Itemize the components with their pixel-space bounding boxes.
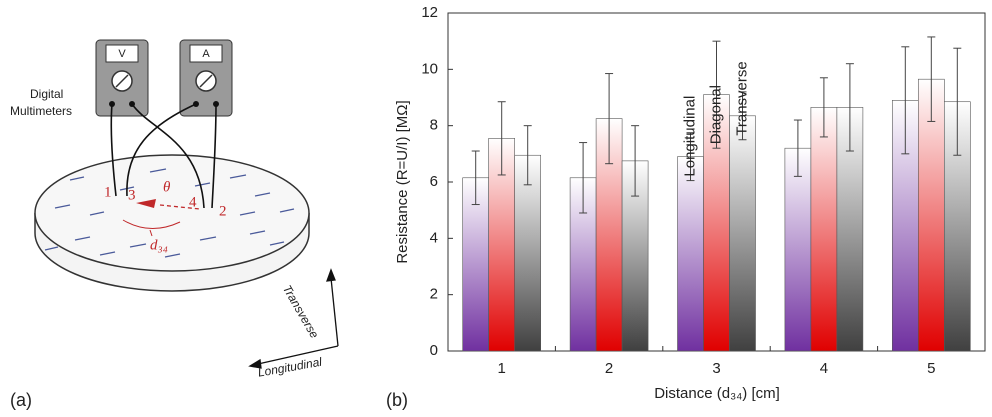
error-bar [738,91,747,141]
distance-label: d₃₄ [150,237,168,253]
bar [917,78,945,352]
y-tick-label: 0 [430,342,438,359]
dial-needle [115,74,129,88]
bar [462,177,490,352]
error-bar [579,142,588,214]
x-tick-label: 1 [498,360,506,377]
error-bar [845,63,854,152]
error-bar [901,46,910,155]
series-label: Longitudinal [681,96,698,177]
panel-label: (b) [386,390,408,410]
point-label: 1 [104,184,112,200]
y-axis-label: Resistance (R=U/I) [MΩ] [394,100,411,263]
error-bar [953,47,962,156]
bar [784,147,812,352]
error-bar [631,125,640,197]
y-tick-label: 6 [430,173,438,190]
angle-label: θ [163,179,171,195]
fibers [44,168,295,258]
angle-arrow [136,199,156,208]
bar [514,154,542,352]
panel-label: (a) [10,390,32,410]
y-tick-label: 2 [430,286,438,303]
meter-symbol: V [118,48,126,60]
point-label: 3 [128,187,136,203]
wires [110,103,217,209]
error-bar [793,119,802,177]
dial-needle [199,74,213,88]
bar-chart: (b) Distance (d₃₄) [cm] Resistance (R=U/… [386,100,780,409]
meter-label: Multimeters [10,104,72,118]
axes-arrows [248,268,339,369]
error-bar [819,77,828,138]
meter-symbol: A [202,48,210,60]
point-label: 4 [189,194,197,210]
error-bar [605,73,614,165]
y-tick-label: 8 [430,117,438,134]
bar [677,156,704,352]
meter-display [105,44,139,63]
series-label: Diagonal [707,85,724,144]
error-bar [686,132,695,182]
axis-label: Transverse [280,282,322,340]
y-tick-label: 10 [421,60,438,77]
meter-display [189,44,223,63]
x-tick-label: 2 [605,360,613,377]
x-tick-label: 5 [927,360,935,377]
diagram: Digital Multimeters V A 1 3 4 2 θ d₃₄ Tr… [10,39,339,410]
series-label: Transverse [733,61,750,135]
x-tick-label: 3 [712,360,720,377]
y-tick-label: 4 [430,229,438,246]
error-bar [712,40,721,149]
bar [729,115,756,352]
meter-label: Digital [30,87,63,101]
error-bar [523,125,532,186]
error-bar [471,150,480,206]
distance-brace [122,219,181,237]
bar [810,107,838,352]
error-bar [927,36,936,122]
x-axis-label: Distance (d₃₄) [cm] [654,385,780,402]
point-label: 2 [219,203,227,219]
axis-label: Longitudinal [257,355,323,380]
x-tick-label: 4 [820,360,828,377]
y-tick-label: 12 [421,4,438,21]
error-bar [497,101,506,176]
disk-top [34,154,310,272]
